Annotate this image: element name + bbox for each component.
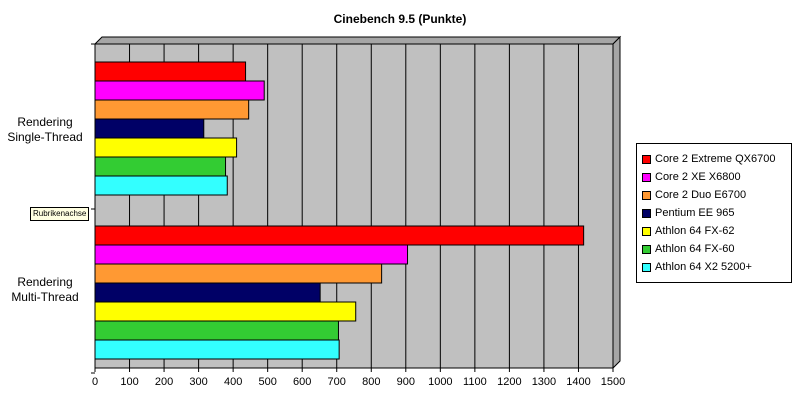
legend-item: Pentium EE 965 <box>642 206 735 220</box>
x-tick-label: 300 <box>189 376 207 388</box>
bar <box>94 282 321 303</box>
bar <box>94 80 265 101</box>
legend-item: Athlon 64 FX-60 <box>642 242 735 256</box>
legend-item: Core 2 XE X6800 <box>642 170 741 184</box>
bar <box>94 244 409 265</box>
bar <box>94 175 228 196</box>
legend-label: Athlon 64 FX-60 <box>655 243 735 255</box>
legend-label: Athlon 64 FX-62 <box>655 225 735 237</box>
chart-title: Cinebench 9.5 (Punkte) <box>333 12 467 26</box>
legend-item: Core 2 Duo E6700 <box>642 188 746 202</box>
legend-swatch <box>642 226 651 236</box>
x-tick-label: 1500 <box>601 376 625 388</box>
legend-label: Core 2 Duo E6700 <box>655 189 747 201</box>
bar <box>94 118 205 139</box>
bar <box>94 320 339 341</box>
legend-label: Core 2 XE X6800 <box>655 171 741 183</box>
legend-swatch <box>642 208 651 218</box>
x-tick-label: 900 <box>397 376 415 388</box>
x-tick-label: 700 <box>328 376 346 388</box>
legend-label: Core 2 Extreme QX6700 <box>655 153 776 165</box>
bar <box>94 263 383 284</box>
x-tick-label: 1200 <box>497 376 521 388</box>
bar <box>94 301 357 322</box>
bar <box>94 156 227 177</box>
legend-swatch <box>642 262 651 272</box>
x-tick-label: 600 <box>293 376 311 388</box>
plot-top-wall <box>93 36 622 45</box>
x-tick-label: 0 <box>92 376 98 388</box>
x-tick-label: 400 <box>224 376 242 388</box>
legend-item: Athlon 64 X2 5200+ <box>642 260 752 274</box>
x-tick-label: 100 <box>120 376 138 388</box>
legend-item: Core 2 Extreme QX6700 <box>642 152 775 166</box>
legend-swatch <box>642 190 651 200</box>
axis-tooltip: Rubrikenachse <box>30 207 90 221</box>
bar <box>94 339 340 360</box>
x-tick-label: 200 <box>155 376 173 388</box>
category-label: Rendering Single-Thread <box>7 115 83 144</box>
legend: Core 2 Extreme QX6700 Core 2 XE X6800 Core… <box>636 143 792 283</box>
bar <box>94 225 585 246</box>
legend-label: Pentium EE 965 <box>655 207 735 219</box>
category-label: Rendering Multi-Thread <box>11 275 79 304</box>
x-tick-label: 800 <box>362 376 380 388</box>
bar <box>94 99 250 120</box>
x-tick-label: 500 <box>258 376 276 388</box>
legend-swatch <box>642 154 651 164</box>
legend-label: Athlon 64 X2 5200+ <box>655 261 752 273</box>
x-tick-label: 1100 <box>463 376 487 388</box>
x-tick-label: 1000 <box>428 376 452 388</box>
legend-item: Athlon 64 FX-62 <box>642 224 735 238</box>
bar <box>94 137 238 158</box>
x-tick-label: 1300 <box>532 376 556 388</box>
legend-swatch <box>642 172 651 182</box>
bar <box>94 61 247 82</box>
legend-swatch <box>642 244 651 254</box>
plot-side-wall <box>612 35 621 370</box>
x-tick-label: 1400 <box>566 376 590 388</box>
